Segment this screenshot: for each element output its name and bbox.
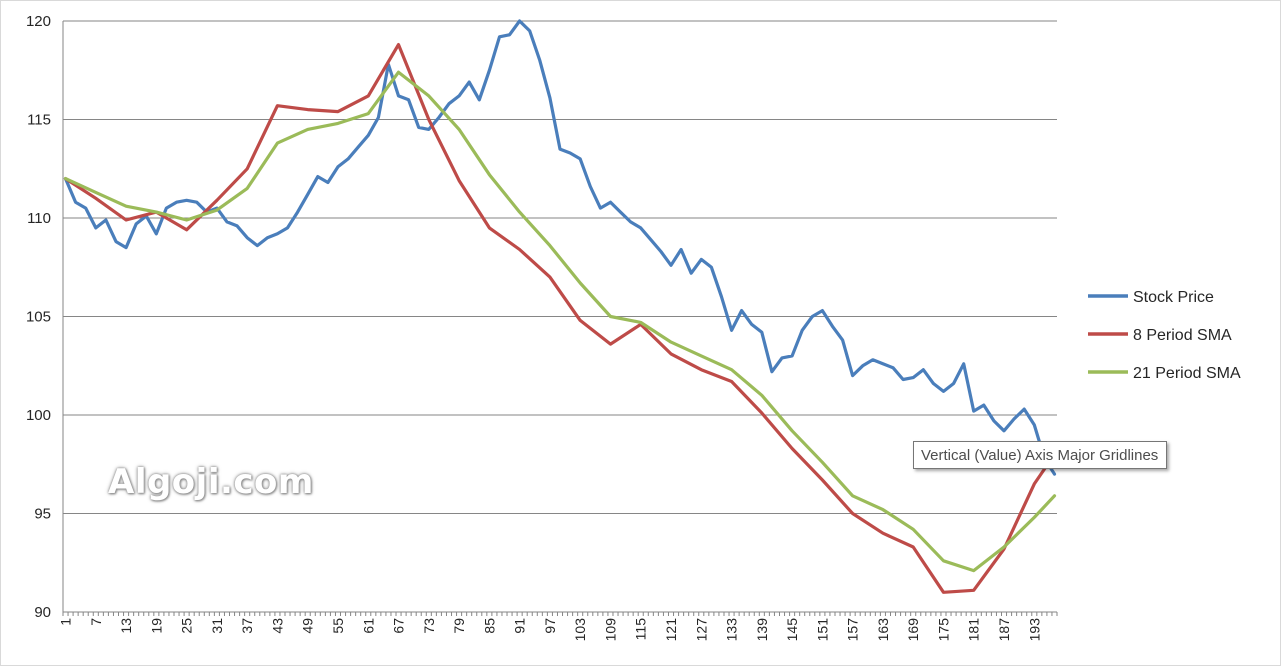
x-tick-label: 169 xyxy=(905,618,921,642)
y-tick-label: 120 xyxy=(26,13,51,30)
series-line-3 xyxy=(63,70,1057,573)
x-tick-label: 127 xyxy=(693,618,709,642)
x-tick-label: 43 xyxy=(269,618,285,634)
x-tick-label: 49 xyxy=(300,618,316,634)
series-line-2 xyxy=(63,43,1057,594)
x-tick-label: 73 xyxy=(421,618,437,634)
x-tick-label: 13 xyxy=(118,618,134,634)
x-tick-label: 61 xyxy=(360,618,376,634)
x-tick-label: 157 xyxy=(845,618,861,642)
x-tick-label: 175 xyxy=(935,618,951,642)
gridline-tooltip: Vertical (Value) Axis Major Gridlines xyxy=(913,441,1168,469)
y-axis-tick-labels: 90 95 100 105 110 115 120 xyxy=(26,13,51,621)
x-tick-label: 19 xyxy=(148,618,164,634)
x-tick-label: 151 xyxy=(814,618,830,642)
y-gridlines xyxy=(63,20,1057,514)
x-tick-label: 145 xyxy=(784,618,800,642)
x-tick-label: 85 xyxy=(481,618,497,634)
x-tick-label: 121 xyxy=(663,618,679,642)
x-tick-label: 109 xyxy=(602,618,618,642)
x-tick-label: 1 xyxy=(58,618,74,626)
y-tick-label: 100 xyxy=(26,407,51,424)
watermark: Algoji.com xyxy=(108,462,314,502)
y-tick-label: 105 xyxy=(26,309,51,326)
x-tick-label: 115 xyxy=(633,618,649,641)
x-tick-label: 133 xyxy=(724,618,740,642)
x-tick-label: 181 xyxy=(966,618,982,642)
x-tick-label: 139 xyxy=(754,618,770,642)
legend-label: 8 Period SMA xyxy=(1133,327,1232,344)
x-tick-label: 97 xyxy=(542,618,558,634)
x-tick-label: 79 xyxy=(451,618,467,634)
y-tick-label: 95 xyxy=(34,506,51,523)
y-tick-label: 115 xyxy=(27,112,51,129)
x-tick-label: 37 xyxy=(239,618,255,634)
x-tick-label: 193 xyxy=(1026,618,1042,642)
x-tick-label: 91 xyxy=(512,618,528,634)
series-lines xyxy=(63,19,1057,594)
x-tick-label: 7 xyxy=(88,618,104,626)
x-tick-label: 67 xyxy=(391,618,407,634)
x-tick-label: 55 xyxy=(330,618,346,634)
y-tick-label: 90 xyxy=(34,604,51,621)
x-tick-label: 31 xyxy=(209,618,225,634)
x-tick-label: 103 xyxy=(572,618,588,642)
legend: Stock Price 8 Period SMA 21 Period SMA xyxy=(1088,289,1241,382)
x-tick-label: 163 xyxy=(875,618,891,642)
series-line-1 xyxy=(63,19,1057,476)
x-tick-label: 25 xyxy=(179,618,195,634)
legend-label: 21 Period SMA xyxy=(1133,365,1241,382)
x-axis: 1 7 13 19 25 31 37 43 49 55 61 67 73 79 85 91 97 103 109 11… xyxy=(58,21,1058,642)
x-tick-label: 187 xyxy=(996,618,1012,642)
y-tick-label: 110 xyxy=(27,210,51,227)
legend-label: Stock Price xyxy=(1133,289,1214,306)
